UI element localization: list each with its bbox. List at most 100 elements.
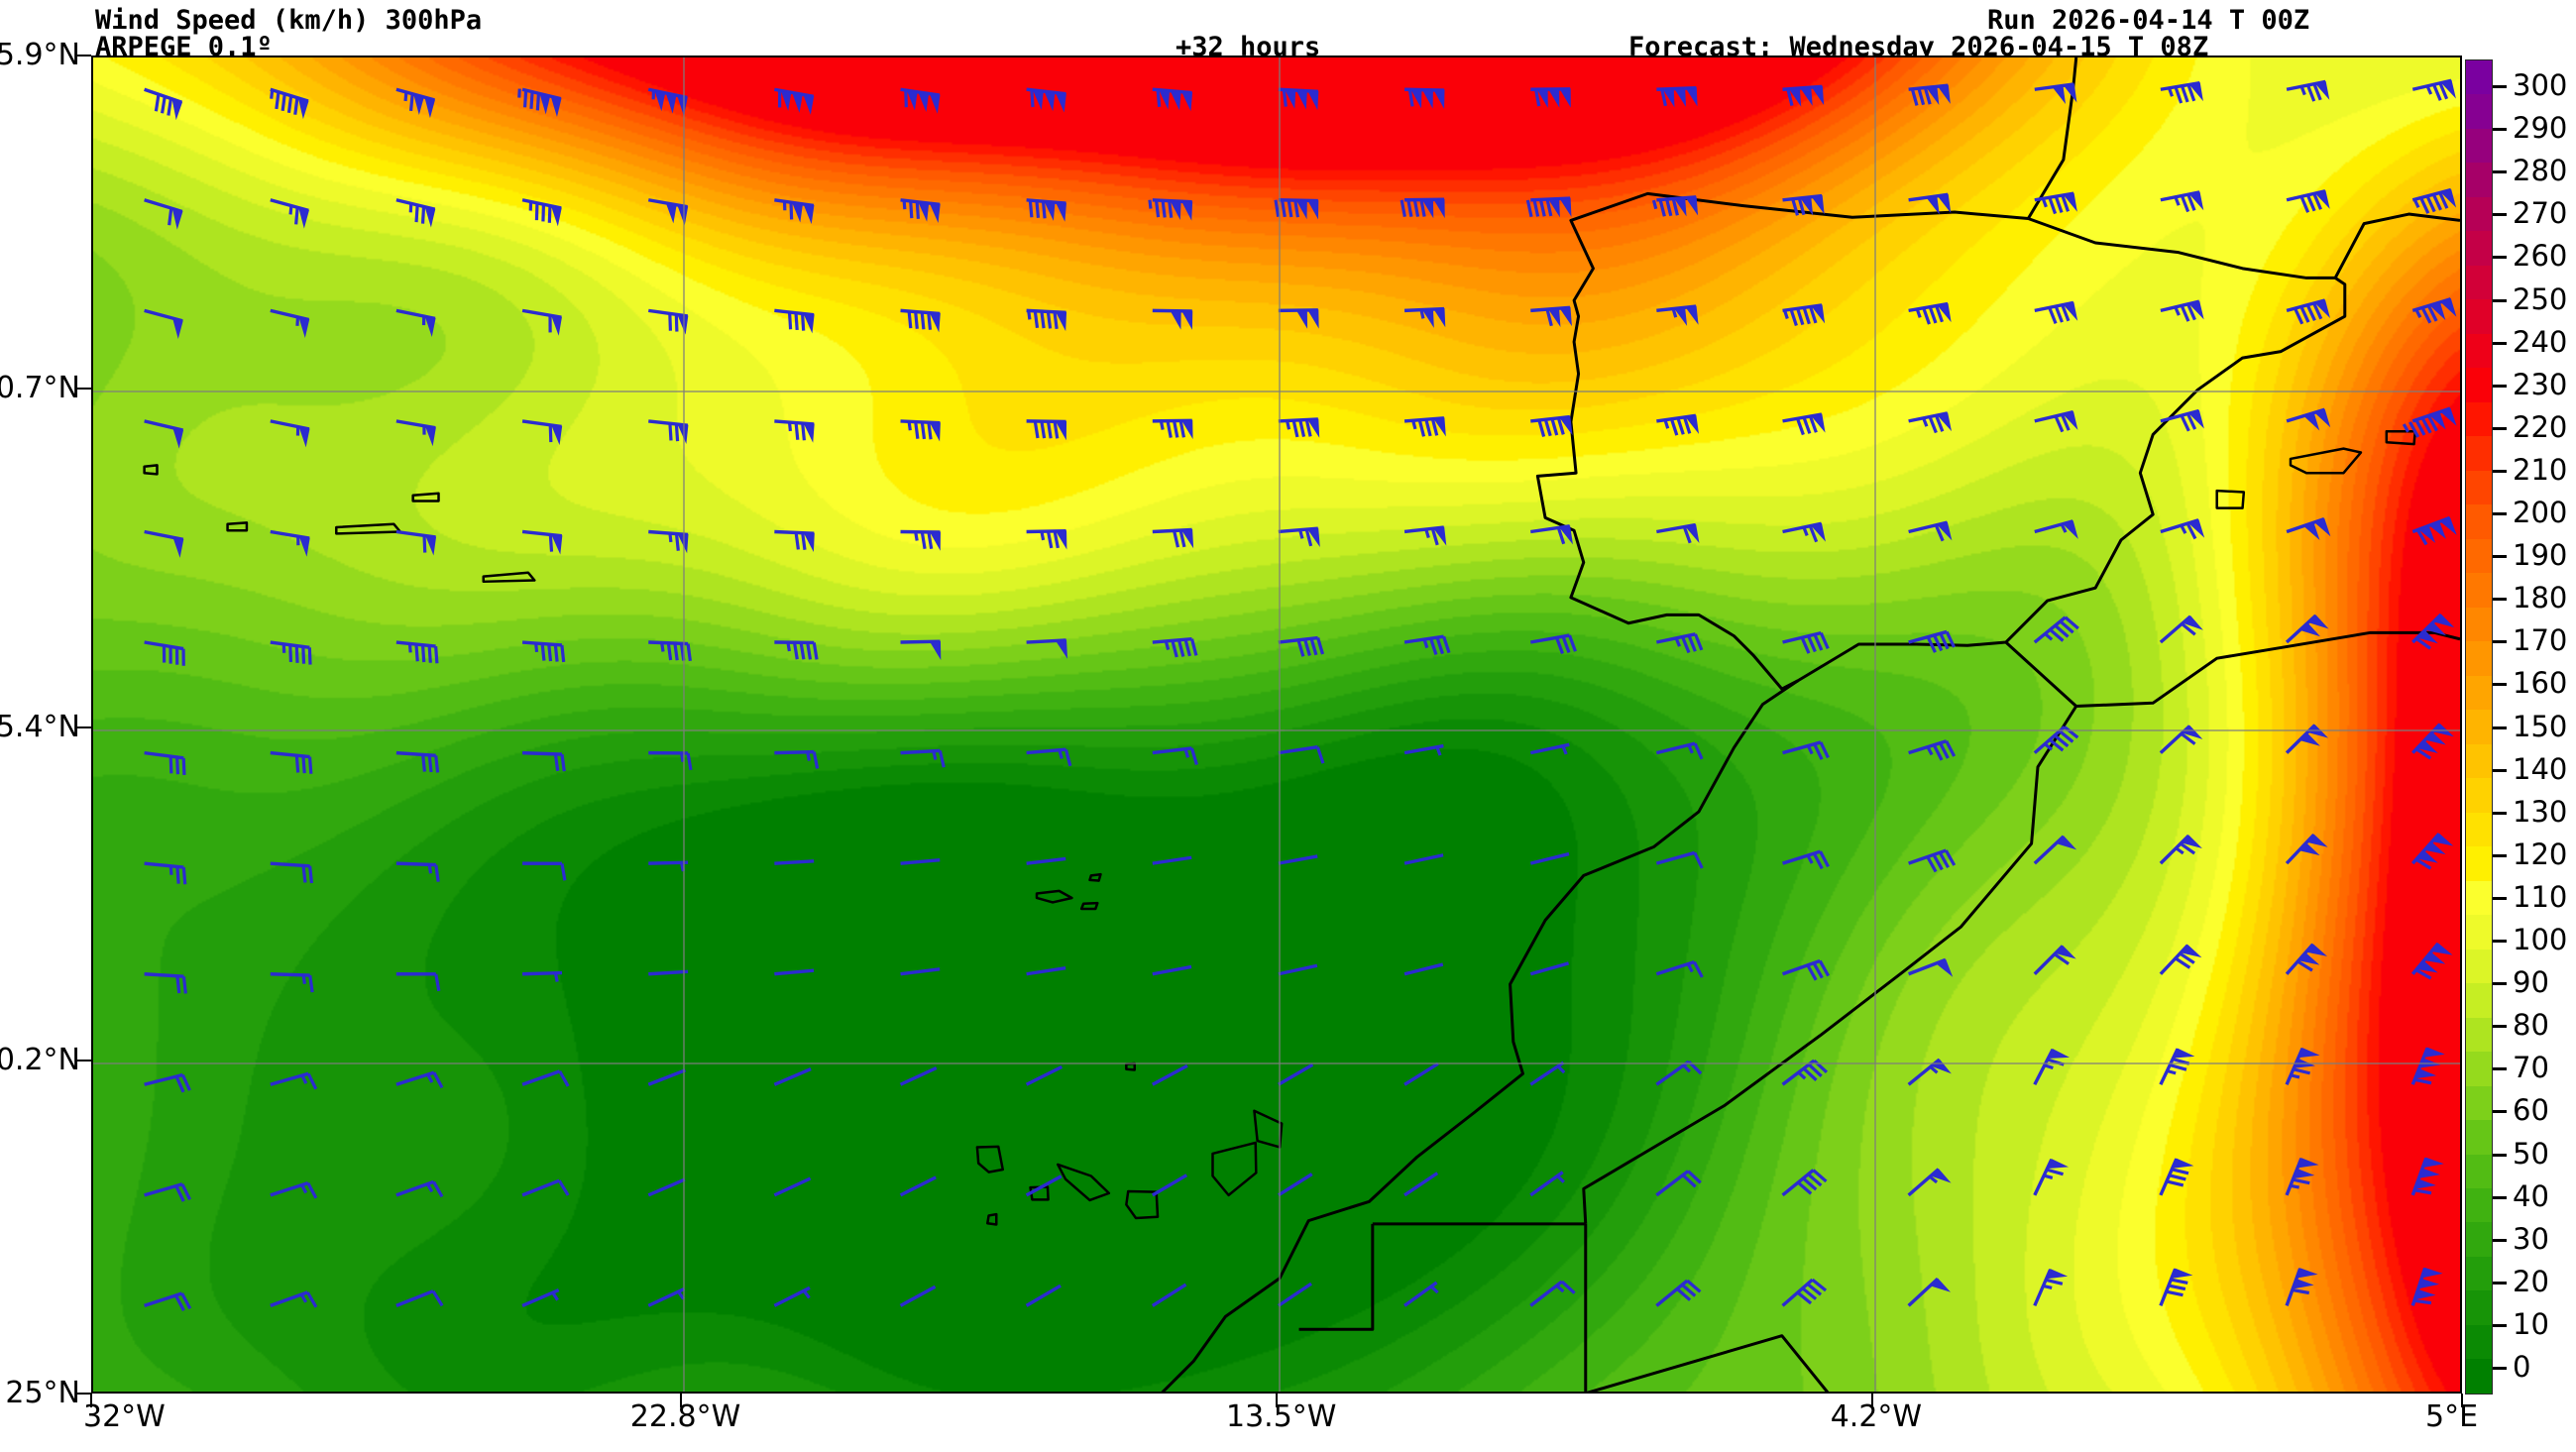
colorbar-tick-label: 300 bbox=[2513, 68, 2568, 102]
wind-barb bbox=[521, 1288, 560, 1307]
barb-pennant bbox=[803, 203, 815, 225]
barb-full-tick bbox=[1693, 851, 1704, 869]
barb-half-tick bbox=[1058, 749, 1064, 759]
barb-pennant bbox=[2440, 298, 2457, 317]
barb-full-tick bbox=[2432, 83, 2442, 101]
y-axis-tick-label: 40.7°N bbox=[0, 370, 80, 405]
barb-shaft bbox=[1403, 853, 1444, 865]
barb-shaft bbox=[1403, 1061, 1439, 1086]
barb-pennant bbox=[2063, 301, 2078, 321]
barb-pennant bbox=[1307, 418, 1320, 438]
coastline-path bbox=[2027, 217, 2336, 279]
barb-full-tick bbox=[1939, 741, 1950, 759]
coastline-path bbox=[1298, 1223, 1375, 1331]
wind-barb bbox=[2285, 614, 2329, 644]
barb-full-tick bbox=[301, 755, 306, 774]
wind-barb bbox=[1026, 856, 1066, 865]
barb-full-tick bbox=[427, 754, 433, 773]
barb-full-tick bbox=[2413, 1298, 2432, 1305]
wind-barb bbox=[2411, 187, 2457, 214]
coastline-path bbox=[1586, 1334, 1830, 1392]
barb-full-tick bbox=[1796, 417, 1805, 436]
barb-full-tick bbox=[673, 642, 679, 661]
barb-full-tick bbox=[1791, 198, 1800, 216]
barb-full-tick bbox=[558, 1070, 570, 1087]
barb-pennant bbox=[1559, 306, 1572, 327]
wind-barb bbox=[774, 749, 820, 769]
colorbar-cell bbox=[2466, 607, 2492, 642]
wind-barb bbox=[270, 87, 309, 120]
colorbar-tick-label: 280 bbox=[2513, 154, 2568, 188]
barb-full-tick bbox=[801, 532, 807, 550]
barb-pennant bbox=[2440, 79, 2456, 99]
wind-barb bbox=[270, 1290, 318, 1308]
wind-barb bbox=[521, 529, 563, 555]
barb-full-tick bbox=[2312, 83, 2322, 101]
barb-pennant bbox=[2417, 1168, 2440, 1179]
wind-barb bbox=[1026, 965, 1066, 976]
barb-pennant bbox=[1158, 89, 1171, 110]
barb-pennant bbox=[803, 532, 815, 553]
barb-pennant bbox=[929, 421, 941, 442]
wind-barb bbox=[774, 640, 819, 660]
colorbar-tick bbox=[2493, 1067, 2507, 1071]
barb-full-tick bbox=[1682, 416, 1692, 434]
wind-barb bbox=[2410, 833, 2454, 870]
wind-barb bbox=[2286, 517, 2331, 540]
wind-barb bbox=[270, 1071, 318, 1090]
wind-barb bbox=[1655, 1060, 1703, 1086]
wind-barb bbox=[1152, 855, 1192, 865]
barb-full-tick bbox=[2426, 304, 2438, 322]
wind-barb bbox=[270, 198, 309, 229]
barb-half-tick bbox=[551, 1291, 559, 1301]
colorbar-tick bbox=[2493, 1110, 2507, 1114]
barb-half-tick bbox=[786, 641, 791, 652]
wind-barb bbox=[2286, 407, 2331, 431]
barb-shaft bbox=[648, 860, 689, 865]
colorbar-cell bbox=[2466, 128, 2492, 164]
barb-pennant bbox=[2423, 841, 2446, 855]
barb-full-tick bbox=[1315, 746, 1325, 764]
colorbar-tick-label: 260 bbox=[2513, 239, 2568, 274]
colorbar-tick-label: 10 bbox=[2513, 1306, 2549, 1341]
barb-half-tick bbox=[902, 200, 907, 210]
barb-shaft bbox=[1025, 1064, 1064, 1086]
y-axis-tick bbox=[77, 55, 91, 56]
wind-barb bbox=[2410, 1047, 2445, 1085]
barb-full-tick bbox=[1419, 199, 1426, 217]
wind-barb bbox=[1026, 308, 1067, 332]
barb-full-tick bbox=[1424, 418, 1432, 437]
barb-full-tick bbox=[1161, 200, 1167, 218]
barb-pennant bbox=[2421, 1157, 2444, 1169]
graticule-meridian bbox=[682, 57, 685, 1392]
wind-barb bbox=[395, 1289, 444, 1307]
wind-barb bbox=[1403, 962, 1444, 976]
colorbar-tick-label: 120 bbox=[2513, 837, 2568, 871]
barb-shaft bbox=[1781, 1278, 1814, 1307]
barb-pennant bbox=[2063, 411, 2078, 430]
x-axis-tick bbox=[2461, 1394, 2463, 1407]
barb-full-tick bbox=[2413, 1077, 2432, 1085]
barb-full-tick bbox=[1818, 959, 1831, 977]
barb-pennant bbox=[1811, 195, 1825, 215]
barb-pennant bbox=[2417, 1278, 2440, 1289]
wind-barb bbox=[773, 1067, 812, 1086]
barb-pennant bbox=[1936, 521, 1953, 541]
barb-full-tick bbox=[2174, 86, 2184, 104]
barb-pennant bbox=[1800, 86, 1813, 106]
barb-full-tick bbox=[1316, 637, 1325, 655]
barb-full-tick bbox=[1658, 199, 1666, 217]
wind-barb bbox=[1403, 743, 1444, 756]
colorbar-tick bbox=[2493, 512, 2507, 515]
barb-half-tick bbox=[1411, 419, 1417, 430]
barb-full-tick bbox=[1939, 632, 1950, 650]
barb-pennant bbox=[1810, 522, 1826, 542]
barb-shaft bbox=[395, 750, 436, 758]
colorbar-cell bbox=[2466, 1120, 2492, 1155]
barb-full-tick bbox=[1682, 526, 1692, 544]
barb-full-tick bbox=[1945, 740, 1957, 757]
barb-pennant bbox=[1307, 199, 1319, 220]
barb-pennant bbox=[1788, 87, 1802, 107]
barb-pennant bbox=[1685, 196, 1699, 216]
wind-barb bbox=[2159, 1158, 2194, 1196]
